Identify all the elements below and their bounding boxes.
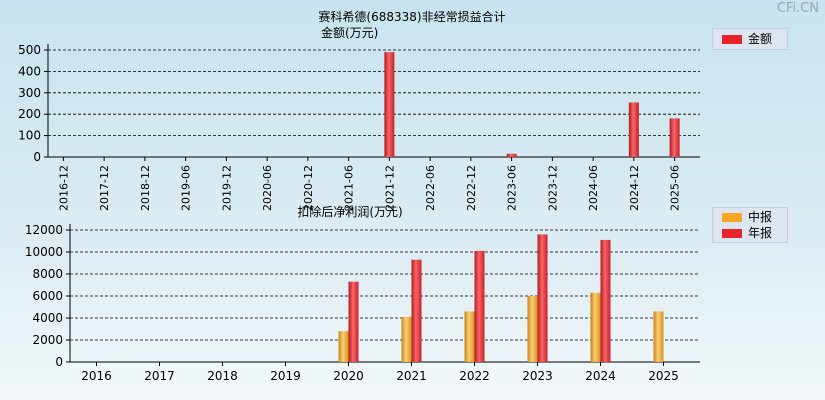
bar <box>527 296 538 362</box>
bar <box>669 118 680 157</box>
bar <box>628 102 639 157</box>
y-tick-label: 200 <box>18 107 41 121</box>
x-tick-label: 2017-12 <box>98 165 111 211</box>
bar <box>474 250 485 362</box>
x-tick-label: 2021-12 <box>383 165 396 211</box>
x-tick-label: 2022-12 <box>465 165 478 211</box>
x-tick-label: 2023 <box>522 369 553 383</box>
legend-label: 年报 <box>748 226 773 240</box>
legend-chart2: 中报 年报 <box>712 207 788 243</box>
legend-swatch <box>722 35 742 44</box>
bar <box>338 331 349 362</box>
x-tick-label: 2018 <box>207 369 238 383</box>
x-tick-label: 2024-12 <box>628 165 641 211</box>
x-tick-label: 2021 <box>396 369 427 383</box>
y-tick-label: 2000 <box>32 333 63 347</box>
x-tick-label: 2020-12 <box>302 165 315 211</box>
x-tick-label: 2024 <box>585 369 616 383</box>
legend-label: 中报 <box>748 210 773 224</box>
legend-item: 中报 <box>713 209 787 225</box>
x-tick-label: 2025-06 <box>669 165 682 211</box>
bar <box>590 292 601 362</box>
x-tick-label: 2020-06 <box>261 165 274 211</box>
legend-item: 年报 <box>713 225 787 241</box>
y-tick-label: 100 <box>18 129 41 143</box>
y-tick-label: 8000 <box>32 267 63 281</box>
x-tick-label: 2019-06 <box>180 165 193 211</box>
legend-item: 金额 <box>713 31 787 47</box>
legend-swatch <box>722 213 742 222</box>
x-tick-label: 2016 <box>81 369 112 383</box>
watermark: CFi.CN <box>776 1 819 16</box>
x-tick-label: 2019-12 <box>220 165 233 211</box>
bar <box>401 316 412 362</box>
x-tick-label: 2019 <box>270 369 301 383</box>
y-tick-label: 500 <box>18 43 41 57</box>
chart-title: 赛科希德(688338)非经常损益合计 <box>318 9 505 24</box>
y-tick-label: 10000 <box>25 245 63 259</box>
x-tick-label: 2020 <box>333 369 364 383</box>
y-tick-label: 4000 <box>32 311 63 325</box>
x-tick-label: 2023-06 <box>506 165 519 211</box>
x-tick-label: 2025 <box>648 369 679 383</box>
x-tick-label: 2018-12 <box>139 165 152 211</box>
chart-title: 扣除后净利润(万元) <box>297 204 402 219</box>
legend-label: 金额 <box>748 32 773 46</box>
y-axis-label: 金额(万元) <box>321 25 378 40</box>
bar <box>537 234 548 362</box>
x-tick-label: 2021-06 <box>343 165 356 211</box>
legend-swatch <box>722 229 742 238</box>
bar <box>464 311 475 362</box>
y-tick-label: 0 <box>33 150 41 164</box>
y-tick-label: 0 <box>55 355 63 369</box>
x-tick-label: 2023-12 <box>546 165 559 211</box>
x-tick-label: 2022-06 <box>424 165 437 211</box>
x-tick-label: 2017 <box>144 369 175 383</box>
bar <box>348 281 359 362</box>
x-tick-label: 2022 <box>459 369 490 383</box>
y-tick-label: 400 <box>18 64 41 78</box>
bar <box>653 311 664 362</box>
x-tick-label: 2024-06 <box>587 165 600 211</box>
legend-chart1: 金额 <box>712 28 788 50</box>
x-tick-label: 2016-12 <box>57 165 70 211</box>
y-tick-label: 300 <box>18 86 41 100</box>
bar <box>506 153 517 157</box>
y-tick-label: 6000 <box>32 289 63 303</box>
bar <box>384 52 395 157</box>
y-tick-label: 12000 <box>25 223 63 237</box>
bar <box>411 259 422 362</box>
bar <box>600 239 611 362</box>
